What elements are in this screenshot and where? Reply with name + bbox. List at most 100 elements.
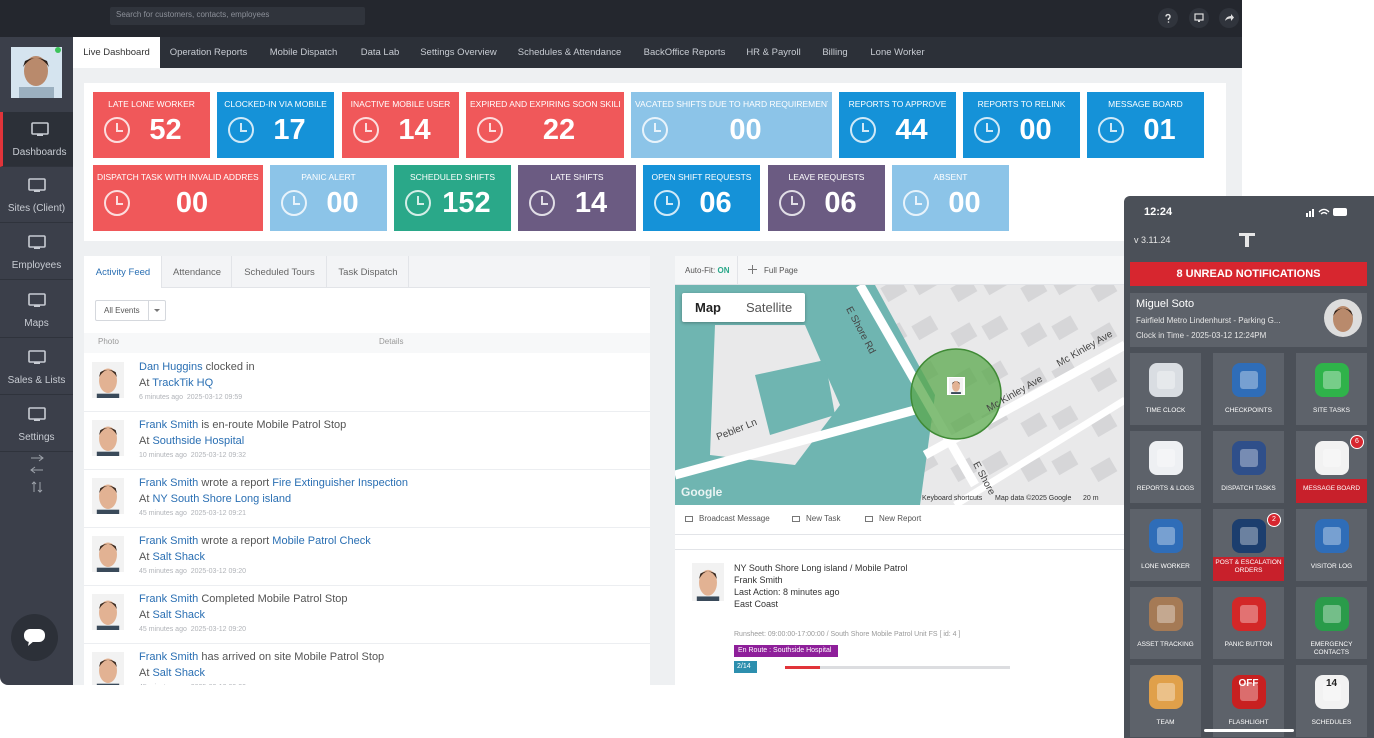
nav-tab[interactable]: Schedules & Attendance — [507, 37, 632, 68]
action-button[interactable]: New Report — [879, 514, 922, 523]
nav-tab-label: Lone Worker — [870, 47, 925, 58]
app-tile[interactable]: DISPATCH TASKS — [1213, 431, 1284, 503]
stat-tile[interactable]: OPEN SHIFT REQUESTS 06 — [643, 165, 760, 231]
stat-tile[interactable]: CLOCKED-IN VIA MOBILE 17 — [217, 92, 334, 158]
full-page-button[interactable]: Full Page — [764, 266, 798, 275]
map-type-active[interactable]: Map — [695, 300, 721, 315]
sidebar-item[interactable]: Settings — [0, 397, 73, 452]
sidebar-item[interactable]: Sites (Client) — [0, 168, 73, 223]
tile-value: 00 — [326, 187, 359, 219]
employee-link[interactable]: Dan Huggins — [139, 361, 203, 373]
app-tile[interactable]: ASSET TRACKING — [1130, 587, 1201, 659]
feed-line: Frank Smith wrote a report Fire Extingui… — [139, 477, 408, 489]
stat-tile[interactable]: PANIC ALERT 00 — [270, 165, 387, 231]
app-tile[interactable]: SITE TASKS — [1296, 353, 1367, 425]
autofit-toggle[interactable]: Auto-Fit: ON — [685, 266, 729, 275]
app-tile[interactable]: REPORTS & LOGS — [1130, 431, 1201, 503]
site-link[interactable]: Southside Hospital — [152, 435, 245, 447]
employee-link[interactable]: Frank Smith — [139, 651, 199, 663]
app-tile[interactable]: 14 SCHEDULES — [1296, 665, 1367, 737]
report-link[interactable]: Mobile Patrol Check — [272, 535, 371, 547]
stat-tile[interactable]: INACTIVE MOBILE USER 14 — [342, 92, 459, 158]
feed-tab[interactable]: Task Dispatch — [327, 256, 409, 288]
stat-tile[interactable]: SCHEDULED SHIFTS 152 — [394, 165, 511, 231]
nav-tab[interactable]: Data Lab — [350, 37, 410, 68]
app-tile[interactable]: MESSAGE BOARD 6 — [1296, 431, 1367, 503]
app-icon — [1232, 519, 1266, 553]
chat-button[interactable] — [11, 614, 58, 661]
stat-tile[interactable]: REPORTS TO APPROVE 44 — [839, 92, 956, 158]
nav-tab-label: BackOffice Reports — [643, 47, 726, 58]
stat-tile[interactable]: DISPATCH TASK WITH INVALID ADDRESS 00 — [93, 165, 263, 231]
nav-tab[interactable]: Mobile Dispatch — [257, 37, 350, 68]
report-link[interactable]: Fire Extinguisher Inspection — [272, 477, 409, 489]
feed-line: Frank Smith has arrived on site Mobile P… — [139, 651, 384, 663]
app-badge: 6 — [1350, 435, 1364, 449]
stat-tile[interactable]: LEAVE REQUESTS 06 — [768, 165, 885, 231]
site-link[interactable]: TrackTik HQ — [152, 377, 214, 389]
feed-tab[interactable]: Attendance — [162, 256, 232, 288]
sidebar-item[interactable]: Maps — [0, 283, 73, 338]
sidebar-item[interactable]: Employees — [0, 225, 73, 280]
top-icon — [1225, 14, 1234, 21]
detail-line: NY South Shore Long island / Mobile Patr… — [734, 563, 908, 573]
stat-tile[interactable]: REPORTS TO RELINK 00 — [963, 92, 1080, 158]
feed-avatar — [92, 536, 124, 572]
sidebar-label: Settings — [18, 432, 55, 443]
nav-tab-active[interactable]: Live Dashboard — [73, 37, 160, 68]
feed-tab[interactable]: Scheduled Tours — [232, 256, 327, 288]
stat-tile[interactable]: LATE LONE WORKER 52 — [93, 92, 210, 158]
site-link[interactable]: Salt Shack — [152, 551, 206, 563]
tile-value: 06 — [824, 187, 857, 219]
app-tile[interactable]: TIME CLOCK — [1130, 353, 1201, 425]
search-input[interactable]: Search for customers, contacts, employee… — [110, 7, 365, 25]
app-tile[interactable]: POST & ESCALATION ORDERS 2 — [1213, 509, 1284, 581]
tile-label: LATE SHIFTS — [550, 172, 604, 182]
site-link[interactable]: Salt Shack — [152, 609, 206, 621]
site-link[interactable]: Salt Shack — [152, 667, 206, 679]
stat-tile[interactable]: LATE SHIFTS 14 — [518, 165, 636, 231]
sidebar-item[interactable]: Sales & Lists — [0, 340, 73, 395]
employee-link[interactable]: Frank Smith — [139, 419, 199, 431]
stat-tile[interactable]: EXPIRED AND EXPIRING SOON SKILLS 22 — [466, 92, 624, 158]
top-icon-button[interactable] — [1219, 8, 1239, 28]
notification-banner[interactable]: 8 UNREAD NOTIFICATIONS — [1130, 262, 1367, 286]
feed-tab[interactable]: Activity Feed — [84, 256, 162, 288]
employee-link[interactable]: Frank Smith — [139, 477, 199, 489]
map-type[interactable]: Satellite — [746, 300, 793, 315]
tile-value: 52 — [149, 114, 182, 146]
app-tile[interactable]: TEAM — [1130, 665, 1201, 737]
action-button[interactable]: New Task — [806, 514, 841, 523]
tile-label: INACTIVE MOBILE USER — [350, 99, 451, 109]
app-tile[interactable]: CHECKPOINTS — [1213, 353, 1284, 425]
sidebar-item[interactable]: Dashboards — [0, 112, 73, 167]
app-icon-text: 14 — [1325, 678, 1338, 689]
app-tile[interactable]: EMERGENCY CONTACTS — [1296, 587, 1367, 659]
app-tile[interactable]: PANIC BUTTON — [1213, 587, 1284, 659]
nav-tab[interactable]: Settings Overview — [410, 37, 507, 68]
employee-link[interactable]: Frank Smith — [139, 593, 199, 605]
nav-tab[interactable]: Billing — [810, 37, 860, 68]
top-icon-button[interactable] — [1189, 8, 1209, 28]
nav-tab[interactable]: Operation Reports — [160, 37, 257, 68]
app-tile[interactable]: VISITOR LOG — [1296, 509, 1367, 581]
top-icon-button[interactable] — [1158, 8, 1178, 28]
app-logo — [1239, 233, 1255, 247]
action-button[interactable]: Broadcast Message — [699, 514, 770, 523]
site-link[interactable]: NY South Shore Long island — [152, 493, 292, 505]
nav-tab[interactable]: HR & Payroll — [737, 37, 810, 68]
stat-tile[interactable]: VACATED SHIFTS DUE TO HARD REQUIREMENTS 0… — [631, 92, 832, 158]
tile-icon — [642, 117, 668, 143]
nav-tab[interactable]: Lone Worker — [860, 37, 935, 68]
app-tile[interactable]: LONE WORKER — [1130, 509, 1201, 581]
user-clock: Clock in Time - 2025-03-12 12:24PM — [1136, 331, 1267, 340]
detail-divider — [675, 549, 1125, 550]
stat-tile[interactable]: MESSAGE BOARD 01 — [1087, 92, 1204, 158]
app-tile[interactable]: OFF FLASHLIGHT — [1213, 665, 1284, 737]
employee-link[interactable]: Frank Smith — [139, 535, 199, 547]
stat-tile[interactable]: ABSENT 00 — [892, 165, 1009, 231]
nav-tab[interactable]: BackOffice Reports — [632, 37, 737, 68]
tile-label: LEAVE REQUESTS — [788, 172, 865, 182]
event-filter[interactable]: All Events — [95, 300, 166, 321]
app-icon — [1315, 441, 1349, 475]
